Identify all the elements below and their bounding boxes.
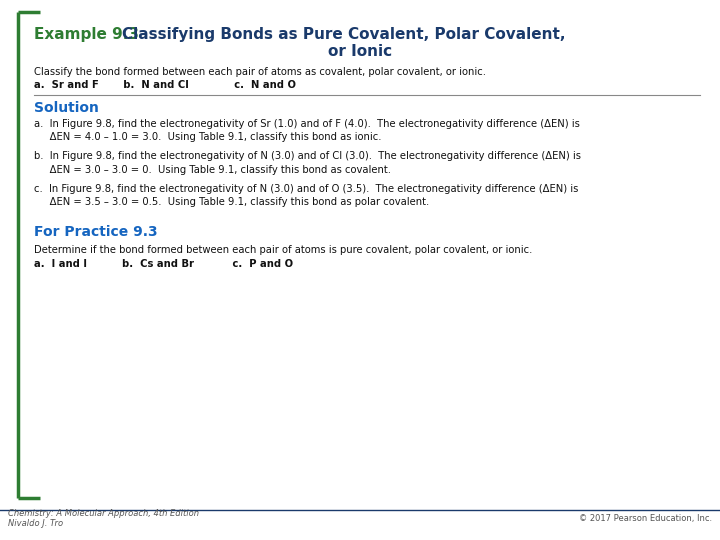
Text: Classify the bond formed between each pair of atoms as covalent, polar covalent,: Classify the bond formed between each pa…	[34, 67, 486, 77]
Text: ΔEN = 3.5 – 3.0 = 0.5.  Using Table 9.1, classify this bond as polar covalent.: ΔEN = 3.5 – 3.0 = 0.5. Using Table 9.1, …	[34, 197, 429, 207]
Text: a.  I and I          b.  Cs and Br           c.  P and O: a. I and I b. Cs and Br c. P and O	[34, 259, 293, 269]
Text: For Practice 9.3: For Practice 9.3	[34, 225, 158, 239]
Text: Determine if the bond formed between each pair of atoms is pure covalent, polar : Determine if the bond formed between eac…	[34, 245, 532, 255]
Text: ΔEN = 3.0 – 3.0 = 0.  Using Table 9.1, classify this bond as covalent.: ΔEN = 3.0 – 3.0 = 0. Using Table 9.1, cl…	[34, 165, 391, 175]
Text: Classifying Bonds as Pure Covalent, Polar Covalent,: Classifying Bonds as Pure Covalent, Pola…	[122, 28, 565, 43]
Text: c.  In Figure 9.8, find the electronegativity of N (3.0) and of O (3.5).  The el: c. In Figure 9.8, find the electronegati…	[34, 184, 578, 194]
Text: Chemistry: A Molecular Approach, 4th Edition: Chemistry: A Molecular Approach, 4th Edi…	[8, 509, 199, 517]
Text: a.  In Figure 9.8, find the electronegativity of Sr (1.0) and of F (4.0).  The e: a. In Figure 9.8, find the electronegati…	[34, 119, 580, 129]
Text: Nivaldo J. Tro: Nivaldo J. Tro	[8, 518, 63, 528]
Text: or Ionic: or Ionic	[328, 44, 392, 59]
Text: b.  In Figure 9.8, find the electronegativity of N (3.0) and of Cl (3.0).  The e: b. In Figure 9.8, find the electronegati…	[34, 151, 581, 161]
Text: © 2017 Pearson Education, Inc.: © 2017 Pearson Education, Inc.	[579, 514, 712, 523]
Text: ΔEN = 4.0 – 1.0 = 3.0.  Using Table 9.1, classify this bond as ionic.: ΔEN = 4.0 – 1.0 = 3.0. Using Table 9.1, …	[34, 132, 382, 143]
Text: Solution: Solution	[34, 101, 99, 115]
Text: a.  Sr and F       b.  N and Cl             c.  N and O: a. Sr and F b. N and Cl c. N and O	[34, 80, 296, 90]
Text: Example 9.3: Example 9.3	[34, 28, 150, 43]
